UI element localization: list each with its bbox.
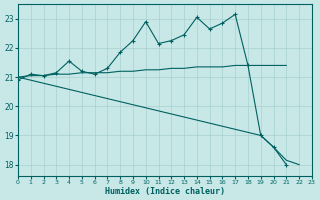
X-axis label: Humidex (Indice chaleur): Humidex (Indice chaleur) — [105, 187, 225, 196]
